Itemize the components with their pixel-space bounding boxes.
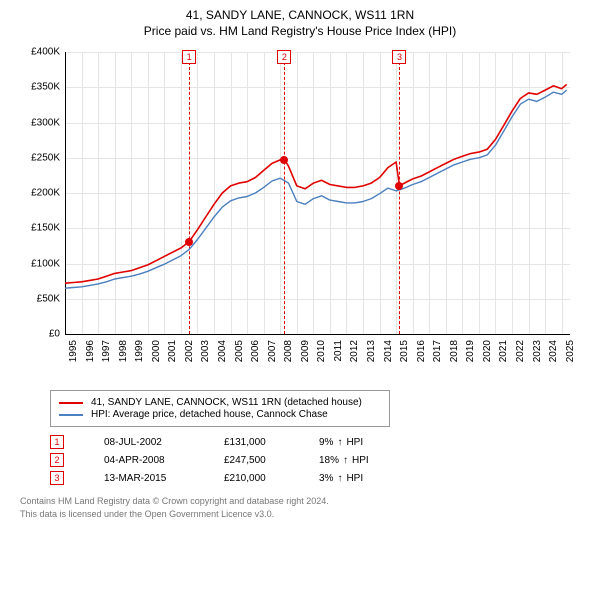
legend-box: 41, SANDY LANE, CANNOCK, WS11 1RN (detac… xyxy=(50,390,390,427)
chart-marker-dot xyxy=(395,182,403,190)
title-subtitle: Price paid vs. HM Land Registry's House … xyxy=(10,24,590,38)
page-container: 41, SANDY LANE, CANNOCK, WS11 1RN Price … xyxy=(0,0,600,528)
chart-lines xyxy=(20,44,580,384)
legend-label: 41, SANDY LANE, CANNOCK, WS11 1RN (detac… xyxy=(91,397,362,408)
sales-row: 3 13-MAR-2015£210,0003%↑HPI xyxy=(50,471,590,485)
series-property xyxy=(65,84,567,283)
legend-swatch xyxy=(59,414,83,416)
sales-date: 13-MAR-2015 xyxy=(104,473,224,484)
chart-marker-dot xyxy=(280,156,288,164)
sales-relative: 18%↑HPI xyxy=(319,455,369,466)
legend-swatch xyxy=(59,402,83,404)
footer-line1: Contains HM Land Registry data © Crown c… xyxy=(20,495,590,508)
footer-attribution: Contains HM Land Registry data © Crown c… xyxy=(20,495,590,520)
footer-line2: This data is licensed under the Open Gov… xyxy=(20,508,590,521)
sales-index-box: 1 xyxy=(50,435,64,449)
arrow-up-icon: ↑ xyxy=(337,437,342,448)
chart-marker-dot xyxy=(185,238,193,246)
title-address: 41, SANDY LANE, CANNOCK, WS11 1RN xyxy=(10,8,590,22)
sales-row: 2 04-APR-2008£247,50018%↑HPI xyxy=(50,453,590,467)
title-block: 41, SANDY LANE, CANNOCK, WS11 1RN Price … xyxy=(10,8,590,38)
sales-index-box: 2 xyxy=(50,453,64,467)
sales-table: 1 08-JUL-2002£131,0009%↑HPI 2 04-APR-2008£2… xyxy=(50,435,590,485)
sales-relative: 3%↑HPI xyxy=(319,473,363,484)
sales-date: 08-JUL-2002 xyxy=(104,437,224,448)
sales-price: £131,000 xyxy=(224,437,319,448)
arrow-up-icon: ↑ xyxy=(337,473,342,484)
arrow-up-icon: ↑ xyxy=(343,455,348,466)
sales-price: £210,000 xyxy=(224,473,319,484)
sales-relative: 9%↑HPI xyxy=(319,437,363,448)
chart-marker-box: 2 xyxy=(277,50,291,64)
sales-price: £247,500 xyxy=(224,455,319,466)
series-hpi xyxy=(65,90,567,288)
sales-index-box: 3 xyxy=(50,471,64,485)
sales-date: 04-APR-2008 xyxy=(104,455,224,466)
legend-label: HPI: Average price, detached house, Cann… xyxy=(91,409,328,420)
legend-row: 41, SANDY LANE, CANNOCK, WS11 1RN (detac… xyxy=(59,397,381,408)
chart-marker-box: 3 xyxy=(392,50,406,64)
sales-row: 1 08-JUL-2002£131,0009%↑HPI xyxy=(50,435,590,449)
legend-row: HPI: Average price, detached house, Cann… xyxy=(59,409,381,420)
chart-area: £0£50K£100K£150K£200K£250K£300K£350K£400… xyxy=(20,44,580,384)
chart-marker-box: 1 xyxy=(182,50,196,64)
